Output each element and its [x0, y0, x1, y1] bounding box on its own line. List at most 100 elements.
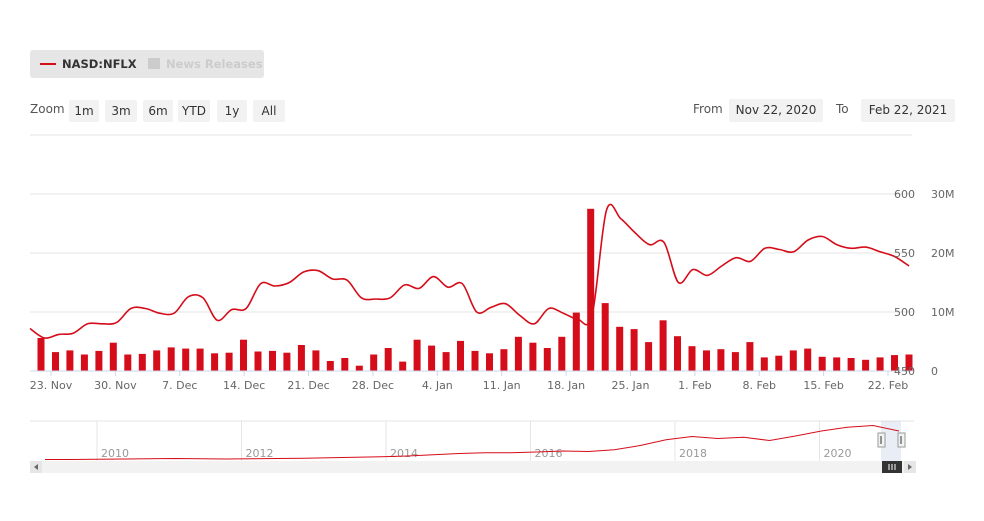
- volume-bar: [153, 350, 161, 372]
- volume-bar: [630, 329, 638, 371]
- x-axis-tick-label: 28. Dec: [352, 379, 394, 392]
- navigator-handle-right[interactable]: [897, 432, 906, 448]
- navigator-line: [45, 424, 900, 460]
- volume-bar: [818, 356, 826, 371]
- volume-bar: [341, 358, 349, 371]
- legend-news-label: News Releases: [166, 57, 263, 71]
- x-axis-tick-label: 11. Jan: [483, 379, 521, 392]
- volume-bar: [558, 336, 566, 371]
- volume-bar: [138, 353, 146, 371]
- volume-bar: [240, 339, 247, 371]
- volume-bar: [500, 349, 508, 371]
- x-axis-tick-label: 14. Dec: [223, 379, 265, 392]
- volume-bar: [167, 347, 175, 371]
- legend: NASD:NFLX News Releases: [30, 50, 264, 78]
- navigator-selected-range[interactable]: [881, 421, 901, 461]
- price-axis-tick-label: 600: [894, 188, 915, 201]
- volume-bar: [514, 336, 522, 371]
- volume-bar: [196, 348, 204, 371]
- volume-bar: [384, 348, 392, 371]
- legend-stock-label: NASD:NFLX: [62, 57, 137, 71]
- volume-bar: [905, 354, 913, 371]
- volume-bar: [457, 340, 464, 371]
- volume-bar: [95, 350, 103, 371]
- price-line: [29, 203, 910, 339]
- volume-bar: [688, 346, 696, 371]
- x-axis-tick-label: 22. Feb: [868, 379, 908, 392]
- volume-bar: [731, 352, 739, 371]
- volume-bar: [269, 350, 276, 371]
- volume-bar: [399, 361, 407, 371]
- scrollbar-right-button[interactable]: [904, 461, 916, 473]
- stock-line-swatch-icon: [40, 62, 56, 65]
- x-axis-tick-label: 25. Jan: [611, 379, 649, 392]
- scrollbar-track[interactable]: [30, 461, 916, 473]
- volume-bar: [297, 345, 305, 371]
- volume-bar: [703, 350, 710, 372]
- volume-bar: [370, 354, 378, 371]
- zoom-label: Zoom: [30, 102, 65, 116]
- volume-axis-tick-label: 30M: [931, 188, 955, 201]
- x-axis-tick-label: 4. Jan: [422, 379, 453, 392]
- zoom-button-1m[interactable]: 1m: [69, 100, 99, 122]
- scrollbar-left-button[interactable]: [30, 461, 42, 473]
- navigator-year-label: 2014: [390, 447, 418, 460]
- volume-bar: [66, 350, 74, 372]
- volume-bar: [789, 350, 797, 372]
- zoom-button-all[interactable]: All: [253, 100, 285, 122]
- volume-bar: [804, 348, 812, 371]
- volume-bar: [891, 355, 898, 371]
- x-axis-tick-label: 8. Feb: [742, 379, 775, 392]
- volume-bar: [543, 348, 551, 371]
- volume-bar: [529, 342, 537, 371]
- news-box-swatch-icon: [148, 58, 160, 69]
- volume-bar: [645, 342, 653, 371]
- navigator[interactable]: 2010 2012 2014 2016 2018 2020: [30, 420, 916, 473]
- scrollbar-thumb[interactable]: [882, 461, 902, 473]
- volume-bar: [471, 350, 479, 371]
- volume-bar: [587, 208, 595, 372]
- volume-bar: [717, 349, 725, 371]
- volume-bar: [225, 352, 233, 371]
- volume-bar: [124, 354, 132, 371]
- volume-axis-tick-label: 0: [931, 365, 938, 378]
- legend-item-stock[interactable]: NASD:NFLX: [40, 50, 137, 78]
- range-from-input[interactable]: Nov 22, 2020: [729, 99, 823, 122]
- volume-bar: [674, 336, 681, 371]
- x-axis-tick-label: 1. Feb: [678, 379, 711, 392]
- volume-bar: [52, 352, 59, 371]
- scrollbar-grip-icon: [888, 464, 896, 470]
- zoom-button-1y[interactable]: 1y: [217, 100, 247, 122]
- volume-bar: [312, 350, 320, 372]
- volume-bar: [486, 353, 493, 371]
- range-from-label: From: [693, 102, 723, 116]
- x-axis-tick-label: 21. Dec: [287, 379, 329, 392]
- volume-bar: [355, 365, 363, 371]
- volume-bar: [572, 312, 580, 371]
- volume-bar: [876, 357, 884, 371]
- volume-bar: [442, 352, 450, 371]
- x-axis-tick-label: 18. Jan: [547, 379, 585, 392]
- price-axis-tick-label: 500: [894, 306, 915, 319]
- volume-bar: [760, 357, 768, 371]
- scroll-right-arrow-icon: [908, 464, 912, 470]
- navigator-year-label: 2010: [101, 447, 129, 460]
- volume-bar: [413, 339, 421, 371]
- volume-bar: [616, 326, 624, 372]
- volume-bar: [847, 358, 855, 371]
- navigator-year-label: 2020: [824, 447, 852, 460]
- volume-bar: [182, 348, 190, 371]
- navigator-handle-left[interactable]: [877, 432, 886, 448]
- volume-axis-tick-label: 10M: [931, 306, 955, 319]
- volume-bar: [428, 345, 436, 371]
- price-axis-tick-label: 450: [894, 365, 915, 378]
- volume-bar: [862, 359, 870, 371]
- price-axis-tick-label: 550: [894, 247, 915, 260]
- zoom-button-6m[interactable]: 6m: [143, 100, 173, 122]
- x-axis-tick-label: 30. Nov: [94, 379, 137, 392]
- range-to-input[interactable]: Feb 22, 2021: [861, 99, 955, 122]
- zoom-button-ytd[interactable]: YTD: [178, 100, 210, 122]
- zoom-button-3m[interactable]: 3m: [105, 100, 137, 122]
- legend-item-news[interactable]: News Releases: [148, 50, 263, 78]
